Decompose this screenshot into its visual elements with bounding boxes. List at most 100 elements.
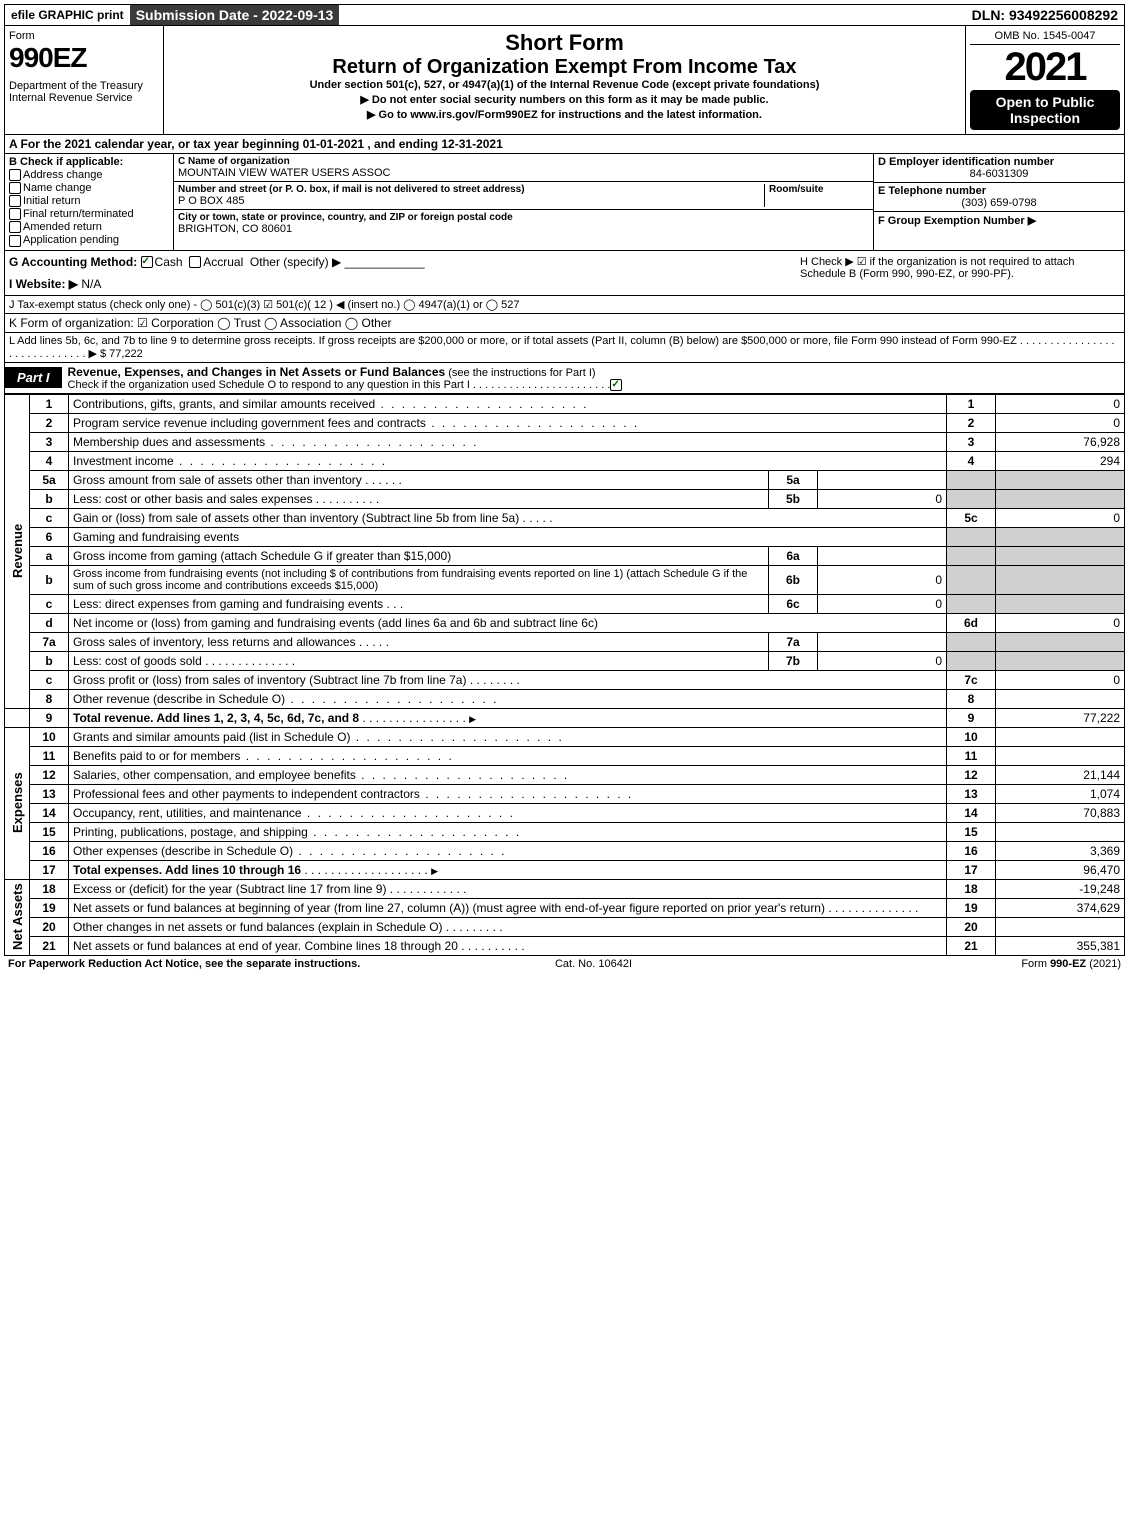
line-17-amount: 96,470 xyxy=(996,860,1125,879)
line-h: H Check ▶ ☑ if the organization is not r… xyxy=(796,251,1124,295)
tax-year: 2021 xyxy=(970,45,1120,90)
line-21-amount: 355,381 xyxy=(996,936,1125,955)
line-16-amount: 3,369 xyxy=(996,841,1125,860)
line-6d-amount: 0 xyxy=(996,613,1125,632)
part-1-table: Revenue 1 Contributions, gifts, grants, … xyxy=(4,394,1125,956)
part-1-header: Part I Revenue, Expenses, and Changes in… xyxy=(4,363,1125,394)
row-gh: G Accounting Method: Cash Accrual Other … xyxy=(4,251,1125,296)
expenses-rotated-label: Expenses xyxy=(5,727,30,879)
city-value: BRIGHTON, CO 80601 xyxy=(178,223,869,235)
line-5a-value xyxy=(818,470,947,489)
page-footer: For Paperwork Reduction Act Notice, see … xyxy=(4,956,1125,972)
ein-label: D Employer identification number xyxy=(878,156,1120,168)
subtitle: Under section 501(c), 527, or 4947(a)(1)… xyxy=(168,79,961,91)
form-word: Form xyxy=(9,30,159,42)
header-center: Short Form Return of Organization Exempt… xyxy=(164,26,966,134)
phone-value: (303) 659-0798 xyxy=(878,197,1120,209)
open-to-public: Open to Public Inspection xyxy=(970,90,1120,130)
column-b: B Check if applicable: Address change Na… xyxy=(5,154,174,250)
org-name-value: MOUNTAIN VIEW WATER USERS ASSOC xyxy=(178,167,869,179)
group-exemption-cell: F Group Exemption Number ▶ xyxy=(874,212,1124,229)
line-7b-value: 0 xyxy=(818,651,947,670)
chk-accrual[interactable] xyxy=(189,256,201,268)
line-6b-value: 0 xyxy=(818,565,947,594)
website-value: N/A xyxy=(81,277,101,291)
city-cell: City or town, state or province, country… xyxy=(174,210,873,237)
phone-cell: E Telephone number (303) 659-0798 xyxy=(874,183,1124,212)
column-c: C Name of organization MOUNTAIN VIEW WAT… xyxy=(174,154,873,250)
line-7c-amount: 0 xyxy=(996,670,1125,689)
b-label: B Check if applicable: xyxy=(9,156,169,168)
efile-label: efile GRAPHIC print xyxy=(5,6,130,24)
top-bar: efile GRAPHIC print Submission Date - 20… xyxy=(4,4,1125,26)
directive-goto: ▶ Go to www.irs.gov/Form990EZ for instru… xyxy=(168,108,961,121)
org-name-cell: C Name of organization MOUNTAIN VIEW WAT… xyxy=(174,154,873,182)
omb-number: OMB No. 1545-0047 xyxy=(970,30,1120,45)
line-5c-amount: 0 xyxy=(996,508,1125,527)
city-label: City or town, state or province, country… xyxy=(178,212,869,223)
netassets-rotated-label: Net Assets xyxy=(5,879,30,955)
chk-schedule-o[interactable] xyxy=(610,379,622,391)
line-10-amount xyxy=(996,727,1125,746)
header-right: OMB No. 1545-0047 2021 Open to Public In… xyxy=(966,26,1124,134)
phone-label: E Telephone number xyxy=(878,185,1120,197)
line-7a-value xyxy=(818,632,947,651)
line-k: K Form of organization: ☑ Corporation ◯ … xyxy=(4,314,1125,333)
irs-label: Internal Revenue Service xyxy=(9,92,159,104)
line-11-amount xyxy=(996,746,1125,765)
line-8-amount xyxy=(996,689,1125,708)
section-bcdef: B Check if applicable: Address change Na… xyxy=(4,154,1125,251)
line-20-amount xyxy=(996,917,1125,936)
line-6c-value: 0 xyxy=(818,594,947,613)
line-g: G Accounting Method: Cash Accrual Other … xyxy=(5,251,796,295)
chk-amended[interactable]: Amended return xyxy=(9,221,169,233)
chk-final-return[interactable]: Final return/terminated xyxy=(9,208,169,220)
line-13-amount: 1,074 xyxy=(996,784,1125,803)
line-i-label: I Website: ▶ xyxy=(9,277,78,291)
line-a: A For the 2021 calendar year, or tax yea… xyxy=(4,135,1125,154)
revenue-rotated-label: Revenue xyxy=(5,394,30,708)
line-l: L Add lines 5b, 6c, and 7b to line 9 to … xyxy=(4,333,1125,363)
line-12-amount: 21,144 xyxy=(996,765,1125,784)
ein-cell: D Employer identification number 84-6031… xyxy=(874,154,1124,183)
part-1-label: Part I xyxy=(5,367,62,388)
line-14-amount: 70,883 xyxy=(996,803,1125,822)
line-6a-value xyxy=(818,546,947,565)
line-2-amount: 0 xyxy=(996,413,1125,432)
footer-center: Cat. No. 10642I xyxy=(555,958,632,970)
form-header: Form 990EZ Department of the Treasury In… xyxy=(4,26,1125,135)
street-cell: Number and street (or P. O. box, if mail… xyxy=(174,182,873,210)
form-number: 990EZ xyxy=(9,42,159,74)
line-3-amount: 76,928 xyxy=(996,432,1125,451)
street-label: Number and street (or P. O. box, if mail… xyxy=(178,184,764,195)
short-form-title: Short Form xyxy=(168,30,961,56)
footer-right: Form 990-EZ (2021) xyxy=(1021,958,1121,970)
line-9-amount: 77,222 xyxy=(996,708,1125,727)
line-4-amount: 294 xyxy=(996,451,1125,470)
org-name-label: C Name of organization xyxy=(178,156,869,167)
room-label: Room/suite xyxy=(769,184,869,195)
part-1-title: Revenue, Expenses, and Changes in Net As… xyxy=(62,363,631,393)
return-title: Return of Organization Exempt From Incom… xyxy=(168,56,961,79)
line-15-amount xyxy=(996,822,1125,841)
line-1-amount: 0 xyxy=(996,394,1125,413)
chk-name-change[interactable]: Name change xyxy=(9,182,169,194)
header-left: Form 990EZ Department of the Treasury In… xyxy=(5,26,164,134)
footer-left: For Paperwork Reduction Act Notice, see … xyxy=(8,958,360,970)
chk-initial-return[interactable]: Initial return xyxy=(9,195,169,207)
directive-ssn: ▶ Do not enter social security numbers o… xyxy=(168,93,961,106)
chk-app-pending[interactable]: Application pending xyxy=(9,234,169,246)
dept-treasury: Department of the Treasury xyxy=(9,80,159,92)
group-exemption-label: F Group Exemption Number ▶ xyxy=(878,215,1036,227)
part-1-check-text: Check if the organization used Schedule … xyxy=(68,379,625,391)
street-value: P O BOX 485 xyxy=(178,195,764,207)
ein-value: 84-6031309 xyxy=(878,168,1120,180)
chk-address-change[interactable]: Address change xyxy=(9,169,169,181)
line-19-amount: 374,629 xyxy=(996,898,1125,917)
submission-date: Submission Date - 2022-09-13 xyxy=(130,5,340,25)
chk-cash[interactable] xyxy=(141,256,153,268)
column-def: D Employer identification number 84-6031… xyxy=(873,154,1124,250)
dln: DLN: 93492256008292 xyxy=(966,5,1124,25)
line-j: J Tax-exempt status (check only one) - ◯… xyxy=(4,296,1125,314)
line-18-amount: -19,248 xyxy=(996,879,1125,898)
